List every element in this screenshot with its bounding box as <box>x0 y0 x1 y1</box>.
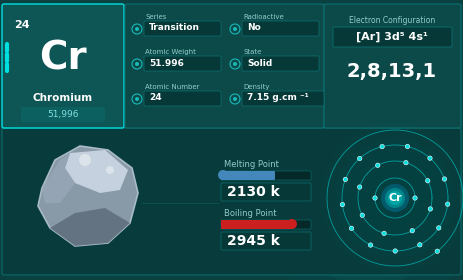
Text: [Ar] 3d⁵ 4s¹: [Ar] 3d⁵ 4s¹ <box>356 32 428 42</box>
Circle shape <box>218 170 228 180</box>
Circle shape <box>382 231 386 235</box>
Circle shape <box>335 138 455 258</box>
Text: No: No <box>247 24 261 32</box>
Circle shape <box>369 243 373 247</box>
Circle shape <box>373 196 377 200</box>
Circle shape <box>320 140 420 240</box>
FancyBboxPatch shape <box>221 232 311 250</box>
FancyBboxPatch shape <box>242 56 319 71</box>
FancyBboxPatch shape <box>125 4 324 128</box>
FancyBboxPatch shape <box>21 107 105 122</box>
Circle shape <box>79 154 91 166</box>
Circle shape <box>437 226 441 230</box>
Circle shape <box>135 62 139 66</box>
Circle shape <box>360 213 364 218</box>
FancyBboxPatch shape <box>242 21 319 36</box>
Text: Electron Configuration: Electron Configuration <box>349 16 435 25</box>
Circle shape <box>393 249 397 253</box>
FancyBboxPatch shape <box>221 171 275 180</box>
Polygon shape <box>50 208 130 246</box>
Circle shape <box>445 202 450 206</box>
FancyBboxPatch shape <box>2 128 461 275</box>
Circle shape <box>340 202 344 207</box>
Circle shape <box>343 177 348 182</box>
Circle shape <box>106 166 114 174</box>
Text: 7.15 g.cm ⁻¹: 7.15 g.cm ⁻¹ <box>247 94 309 102</box>
Circle shape <box>405 144 410 149</box>
Text: 2130 k: 2130 k <box>227 185 280 199</box>
Circle shape <box>357 185 362 189</box>
Circle shape <box>418 243 422 247</box>
Text: 24: 24 <box>14 20 30 30</box>
Polygon shape <box>38 146 138 246</box>
Circle shape <box>375 163 380 167</box>
Text: Atomic Number: Atomic Number <box>145 84 200 90</box>
Text: 2945 k: 2945 k <box>227 234 280 248</box>
FancyBboxPatch shape <box>144 56 221 71</box>
Circle shape <box>233 27 237 31</box>
Text: Chromium: Chromium <box>33 93 93 103</box>
Circle shape <box>428 207 432 211</box>
Circle shape <box>380 144 384 149</box>
Text: Boiling Point: Boiling Point <box>224 209 276 218</box>
FancyBboxPatch shape <box>333 27 452 47</box>
Text: Melting Point: Melting Point <box>224 160 279 169</box>
Circle shape <box>413 196 417 200</box>
Circle shape <box>357 156 362 161</box>
Circle shape <box>233 97 237 101</box>
Text: Radioactive: Radioactive <box>243 14 284 20</box>
Circle shape <box>350 153 440 243</box>
Circle shape <box>425 179 430 183</box>
Circle shape <box>388 191 402 205</box>
Circle shape <box>250 70 463 280</box>
Circle shape <box>135 97 139 101</box>
Polygon shape <box>65 150 128 193</box>
Text: Density: Density <box>243 84 269 90</box>
FancyBboxPatch shape <box>221 220 293 229</box>
Circle shape <box>275 95 463 280</box>
Text: Series: Series <box>145 14 166 20</box>
FancyBboxPatch shape <box>144 21 221 36</box>
Text: Transition: Transition <box>149 24 200 32</box>
FancyBboxPatch shape <box>2 4 124 128</box>
Text: 51,996: 51,996 <box>47 111 79 120</box>
Circle shape <box>349 226 354 230</box>
Text: Cr: Cr <box>388 193 402 203</box>
FancyBboxPatch shape <box>221 171 311 180</box>
Circle shape <box>435 249 439 253</box>
FancyBboxPatch shape <box>221 183 311 201</box>
Circle shape <box>428 156 432 160</box>
Circle shape <box>442 177 447 181</box>
FancyBboxPatch shape <box>242 91 324 106</box>
Circle shape <box>135 27 139 31</box>
Text: 2,8,13,1: 2,8,13,1 <box>347 62 437 81</box>
FancyBboxPatch shape <box>221 220 311 229</box>
Circle shape <box>385 188 405 208</box>
FancyBboxPatch shape <box>324 4 461 128</box>
Text: Cr: Cr <box>39 39 87 77</box>
Polygon shape <box>42 153 75 203</box>
Circle shape <box>233 62 237 66</box>
Circle shape <box>381 184 409 212</box>
Circle shape <box>287 219 297 229</box>
Text: Solid: Solid <box>247 59 272 67</box>
Circle shape <box>410 228 414 233</box>
Text: 51.996: 51.996 <box>149 59 184 67</box>
Circle shape <box>300 120 440 260</box>
Text: 24: 24 <box>149 94 162 102</box>
Circle shape <box>404 160 408 165</box>
Text: State: State <box>243 49 262 55</box>
Text: Atomic Weight: Atomic Weight <box>145 49 196 55</box>
FancyBboxPatch shape <box>144 91 221 106</box>
